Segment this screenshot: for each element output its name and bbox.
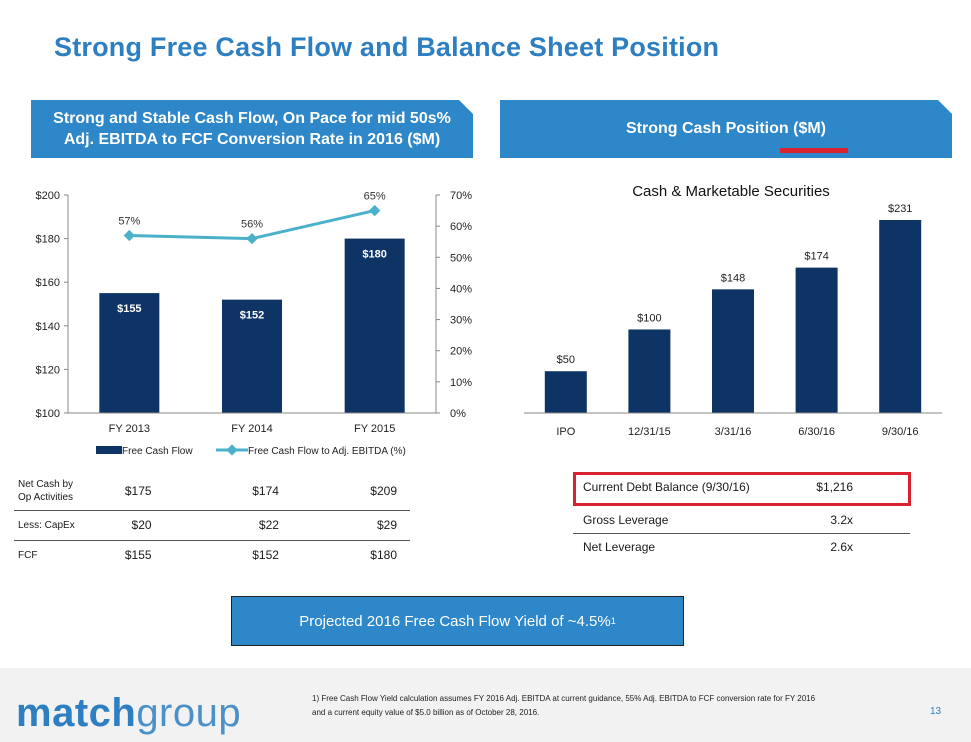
fcf-chart: $155 $152 $180 57% 56% 65% $100 $120 $140 $160 $… — [36, 190, 473, 457]
cash-bar-label: $148 — [721, 272, 745, 284]
page-number: 13 — [930, 706, 942, 717]
leverage-label: Net Leverage — [583, 540, 656, 554]
table-row: Net Cash by Op Activities $175 $174 $209 — [14, 472, 410, 510]
fcf-bar-label: $180 — [362, 249, 386, 261]
fcf-bar — [344, 238, 405, 413]
right-banner-title: Strong Cash Position ($M) — [626, 120, 826, 137]
legend-bar-label: Free Cash Flow — [122, 446, 193, 457]
cash-bar-label: $231 — [888, 203, 912, 215]
debt-highlight-box — [573, 472, 911, 506]
leverage-label: Gross Leverage — [583, 513, 669, 527]
fcf-conversion-point — [123, 229, 135, 242]
y-tick-label-right: 30% — [450, 315, 472, 327]
x-tick-label: 9/30/16 — [882, 426, 919, 438]
table-cell: $174 — [252, 483, 279, 498]
y-tick-label-left: $200 — [36, 190, 60, 202]
table-cell: $209 — [370, 483, 397, 498]
y-tick-label-right: 70% — [450, 190, 472, 202]
cash-chart: Cash & Marketable Securities $50 IPO $100 1… — [524, 183, 942, 438]
fcf-bar — [222, 299, 282, 413]
y-tick-label-right: 0% — [450, 408, 466, 420]
footer — [0, 668, 971, 742]
highlight-underline — [780, 148, 848, 153]
debt-balance-row: Current Debt Balance (9/30/16) $1,216 — [583, 480, 853, 494]
y-tick-label-left: $120 — [36, 364, 60, 376]
cash-bar — [544, 371, 587, 413]
cash-bar — [795, 267, 838, 413]
fcf-bar — [99, 293, 160, 413]
match-group-logo: matchgroup — [16, 691, 242, 735]
footnote-marker: 1 — [610, 616, 616, 626]
right-section-banner: Strong Cash Position ($M) — [500, 100, 952, 158]
y-tick-label-left: $140 — [36, 321, 60, 333]
y-tick-label-right: 20% — [450, 346, 472, 358]
divider — [573, 533, 910, 534]
row-label: Less: CapEx — [14, 509, 103, 540]
table-cell: $20 — [103, 509, 152, 540]
legend-line-marker — [226, 444, 238, 456]
y-tick-label-right: 50% — [450, 252, 472, 264]
left-section-banner: Strong and Stable Cash Flow, On Pace for… — [31, 100, 473, 158]
x-tick-label: FY 2014 — [231, 423, 272, 435]
left-banner-line2: Adj. EBITDA to FCF Conversion Rate in 20… — [63, 131, 441, 148]
table-cell: $180 — [278, 539, 410, 570]
x-tick-label: IPO — [556, 426, 575, 438]
cash-bar-label: $100 — [637, 312, 661, 324]
cash-bar — [879, 220, 922, 413]
table-cell: $175 — [124, 483, 152, 498]
row-label: FCF — [14, 539, 103, 570]
fcf-bar-label: $155 — [117, 303, 141, 315]
x-tick-label: 3/31/16 — [715, 426, 752, 438]
cash-bar — [628, 329, 671, 413]
row-label: Net Cash by Op Activities — [18, 478, 74, 503]
x-tick-label: FY 2015 — [354, 423, 395, 435]
cash-chart-title: Cash & Marketable Securities — [632, 183, 830, 200]
table-row: FCF $155 $152 $180 — [14, 539, 410, 570]
cash-bar-label: $174 — [804, 251, 828, 263]
cash-flow-table: Net Cash by Op Activities $175 $174 $209 … — [14, 472, 410, 570]
left-banner-line1: Strong and Stable Cash Flow, On Pace for… — [53, 110, 451, 127]
y-tick-label-right: 10% — [450, 377, 472, 389]
fcf-conversion-label: 56% — [241, 219, 263, 231]
legend-bar-swatch — [96, 446, 122, 454]
projected-yield-text: Projected 2016 Free Cash Flow Yield of ~… — [299, 612, 611, 630]
debt-value: $1,216 — [816, 480, 853, 494]
table-row: Less: CapEx $20 $22 $29 — [14, 509, 410, 540]
cash-bar-label: $50 — [557, 354, 575, 366]
y-tick-label-right: 40% — [450, 283, 472, 295]
y-tick-label-left: $180 — [36, 234, 60, 246]
fcf-conversion-point — [246, 232, 258, 245]
x-tick-label: FY 2013 — [109, 423, 150, 435]
leverage-value: 3.2x — [830, 513, 853, 527]
cash-bar — [712, 289, 754, 413]
table-cell: $152 — [151, 539, 279, 570]
table-cell: $22 — [151, 509, 279, 540]
fcf-conversion-label: 65% — [364, 191, 386, 203]
y-tick-label-left: $160 — [36, 277, 60, 289]
page-title: Strong Free Cash Flow and Balance Sheet … — [54, 32, 720, 62]
y-tick-label-right: 60% — [450, 221, 472, 233]
fcf-conversion-point — [369, 204, 381, 217]
leverage-value: 2.6x — [830, 540, 853, 554]
footnote: 1) Free Cash Flow Yield calculation assu… — [312, 694, 816, 717]
x-tick-label: 6/30/16 — [798, 426, 835, 438]
x-tick-label: 12/31/15 — [628, 426, 671, 438]
table-cell: $155 — [103, 539, 152, 570]
net-leverage-row: Net Leverage 2.6x — [583, 536, 853, 558]
legend-line-label: Free Cash Flow to Adj. EBITDA (%) — [248, 446, 406, 457]
fcf-bar-label: $152 — [240, 310, 264, 322]
fcf-conversion-label: 57% — [118, 215, 140, 227]
projected-yield-box: Projected 2016 Free Cash Flow Yield of ~… — [231, 596, 684, 646]
gross-leverage-row: Gross Leverage 3.2x — [583, 508, 853, 532]
debt-label: Current Debt Balance (9/30/16) — [583, 480, 750, 494]
table-cell: $29 — [278, 509, 410, 540]
y-tick-label-left: $100 — [36, 408, 60, 420]
